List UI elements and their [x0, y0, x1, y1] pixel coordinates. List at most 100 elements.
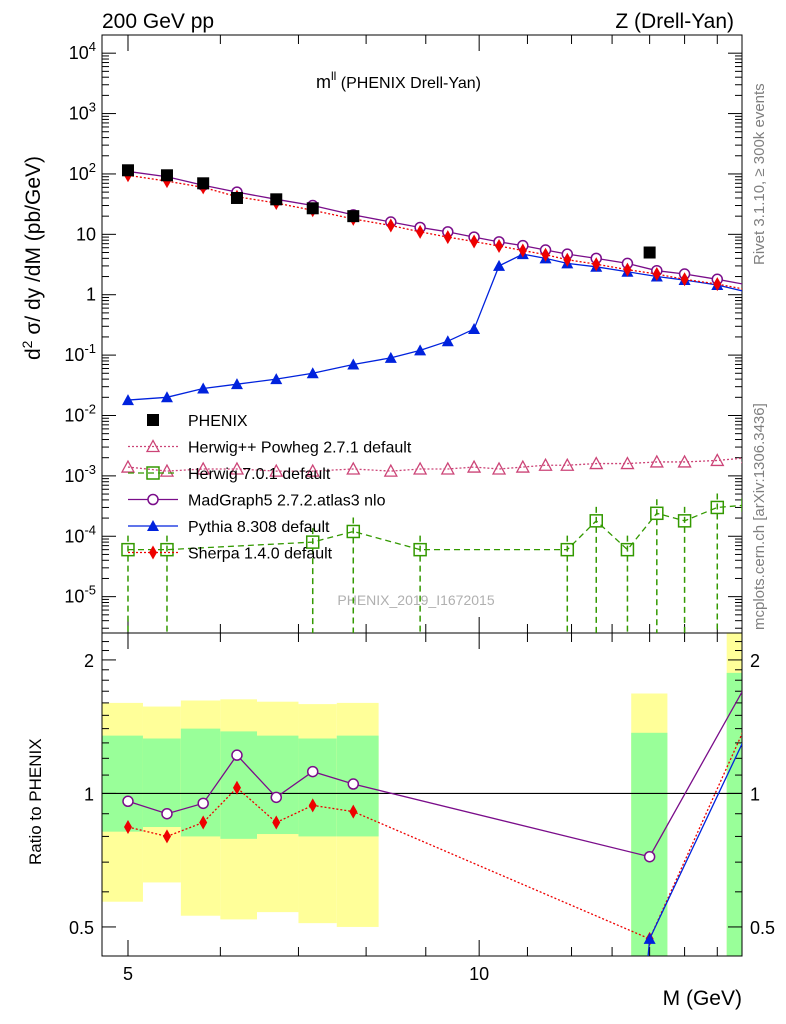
data-point-herwig7 [346, 524, 361, 539]
legend-item-herwigpp: Herwig++ Powheg 2.7.1 default [128, 439, 412, 457]
main-y-axis-label: d2 σ/ dy /dM (pb/GeV) [19, 156, 45, 360]
ratio-y-tick-label-right: 2 [750, 651, 760, 671]
main-y-tick-label: 1 [86, 285, 96, 305]
data-point-sherpa [680, 272, 689, 287]
side-mcplots-label: mcplots.cern.ch [arXiv:1306.3436] [751, 403, 768, 630]
data-point-sherpa [563, 252, 572, 267]
legend-marker [146, 466, 160, 480]
plot-title-main: m [316, 72, 331, 92]
data-point-herwigpp [466, 459, 482, 473]
data-point-herwigpp [159, 463, 175, 477]
legend-label: Pythia 8.308 default [188, 519, 330, 536]
data-point-herwigpp [649, 454, 664, 468]
data-point-herwig7 [160, 542, 174, 557]
ratio-point-madgraph [231, 749, 243, 761]
data-point-pythia [121, 394, 134, 406]
data-point-herwigpp [515, 459, 530, 473]
data-point-phenix [347, 210, 360, 223]
ylabel-rest: σ/ dy /dM (pb/GeV) [22, 156, 45, 341]
ratio-point-sherpa [232, 780, 241, 795]
ratio-y-axis-label: Ratio to PHENIX [26, 738, 45, 865]
data-point-herwigpp [305, 463, 320, 477]
data-point-phenix [160, 169, 173, 182]
data-point-pythia [306, 367, 319, 379]
data-point-phenix [197, 177, 210, 190]
legend-label: PHENIX [188, 413, 248, 430]
data-point-herwig7 [121, 542, 135, 557]
data-point-herwig7 [305, 535, 320, 549]
main-y-tick-label: 10-2 [64, 401, 96, 425]
data-point-herwigpp [677, 454, 692, 468]
legend-item-madgraph: MadGraph5 2.7.2.atlas3 nlo [128, 493, 386, 510]
data-point-phenix [643, 246, 656, 259]
series-phenix [121, 164, 742, 306]
ratio-point-sherpa [123, 820, 132, 835]
data-point-herwigpp [589, 456, 604, 470]
legend-marker [145, 439, 161, 453]
data-point-pythia [741, 297, 742, 298]
data-point-sherpa [443, 230, 452, 245]
ratio-band-inner [102, 735, 143, 832]
ratio-plot-frame [101, 632, 743, 957]
ratio-point-pythia [643, 932, 656, 944]
data-point-sherpa [592, 257, 601, 272]
data-point-sherpa [541, 247, 550, 262]
data-point-herwig7 [650, 506, 664, 521]
main-y-tick-label: 103 [69, 100, 96, 124]
data-point-herwigpp [710, 453, 725, 467]
legend-label: MadGraph5 2.7.2.atlas3 nlo [188, 493, 386, 510]
data-point-sherpa [713, 277, 722, 292]
legend-marker [147, 414, 159, 426]
data-point-herwig7 [741, 498, 742, 512]
data-point-herwigpp [196, 461, 211, 475]
plot-title-superscript: ll [331, 69, 336, 83]
data-point-herwigpp [538, 457, 553, 471]
data-point-pythia [347, 358, 360, 370]
header-right: Z (Drell-Yan) [615, 10, 734, 33]
ratio-point-madgraph [643, 850, 656, 863]
data-point-herwigpp [620, 456, 635, 470]
legend-marker [147, 493, 159, 506]
ratio-line-sherpa [127, 732, 742, 940]
ratio-point-madgraph [306, 765, 319, 778]
plot-title: mll (PHENIX Drell-Yan) [316, 69, 481, 92]
ratio-series-pythia [643, 736, 742, 956]
data-point-phenix [230, 191, 243, 204]
data-point-herwigpp [491, 461, 507, 475]
data-point-herwigpp [120, 459, 136, 473]
ratio-point-pythia [741, 736, 742, 737]
data-point-phenix [306, 202, 319, 215]
data-point-herwigpp [440, 461, 455, 475]
data-point-herwigpp [413, 461, 428, 475]
ratio-x-tick-label: 10 [469, 964, 489, 984]
ratio-point-madgraph [122, 795, 134, 808]
data-point-pythia [230, 378, 243, 390]
ratio-point-sherpa [162, 829, 171, 844]
analysis-watermark: PHENIX_2019_I1672015 [337, 592, 494, 608]
data-point-herwigpp [346, 461, 361, 475]
plot-title-rest: (PHENIX Drell-Yan) [336, 75, 481, 92]
side-rivet-label: Rivet 3.1.10, ≥ 300k events [751, 83, 768, 265]
data-point-pythia [197, 382, 210, 394]
ratio-band-inner [726, 672, 742, 956]
ratio-series-madgraph [122, 690, 742, 863]
ratio-point-madgraph [347, 778, 360, 790]
legend-marker [147, 520, 159, 531]
legend-item-herwig7: Herwig 7.0.1 default [128, 466, 331, 483]
data-point-pythia [468, 323, 481, 335]
ratio-point-sherpa [272, 815, 281, 830]
header-left: 200 GeV pp [102, 10, 214, 33]
data-point-herwig7 [589, 514, 603, 528]
data-point-pythia [414, 344, 427, 356]
data-point-pythia [270, 373, 283, 385]
data-point-sherpa [623, 262, 632, 277]
data-point-pythia [493, 259, 506, 271]
ratio-point-madgraph [197, 797, 209, 810]
ratio-y-tick-label-right: 0.5 [750, 918, 775, 938]
ratio-point-sherpa [744, 714, 752, 728]
data-point-herwig7 [620, 542, 635, 557]
data-point-madgraph [743, 280, 753, 290]
series-sherpa [123, 168, 742, 292]
